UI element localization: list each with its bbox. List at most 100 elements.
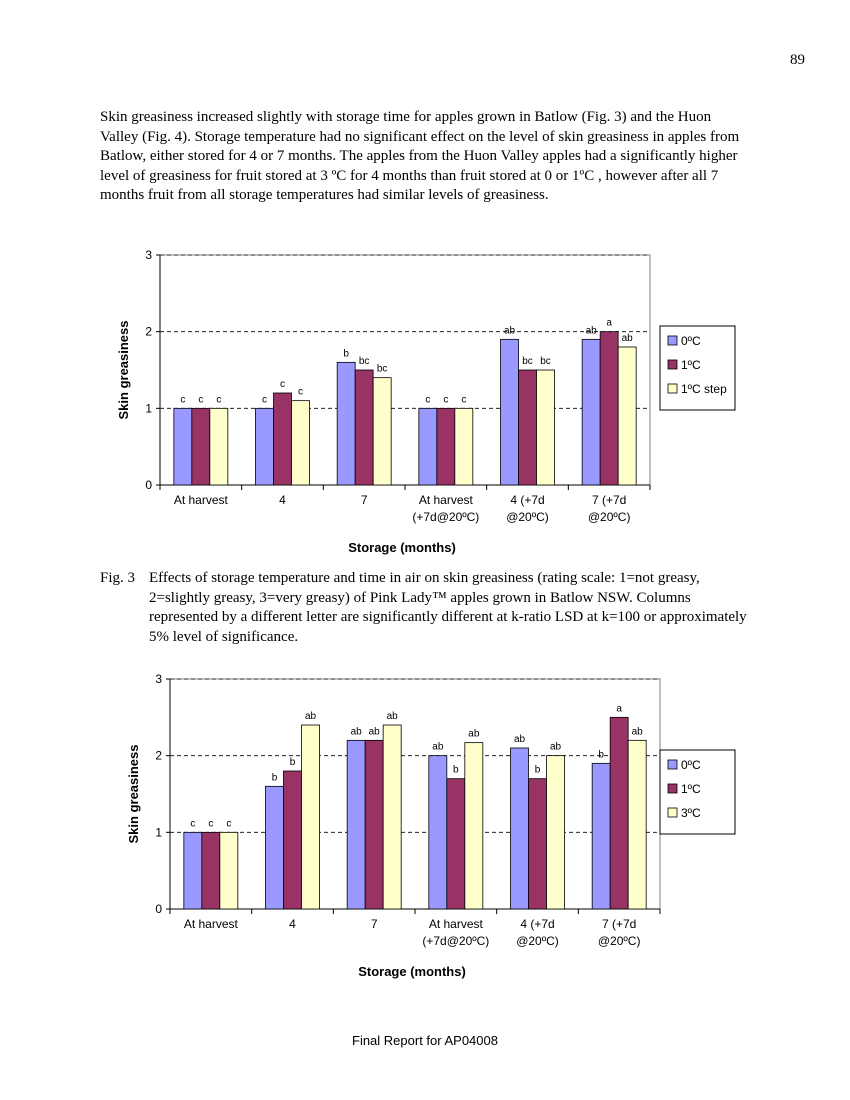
bar xyxy=(591,762,611,910)
bar xyxy=(283,770,302,910)
bar xyxy=(428,755,448,910)
bar-data-label: b xyxy=(598,749,604,760)
plot-area xyxy=(159,254,651,486)
y-tick-label: 1 xyxy=(145,401,152,415)
bar xyxy=(291,400,310,486)
x-tick-label: @20ºC) xyxy=(588,510,631,524)
bar xyxy=(354,369,374,486)
fig3-caption-text: Effects of storage temperature and time … xyxy=(149,570,747,645)
bar-data-label: c xyxy=(198,394,203,405)
bar-data-label: ab xyxy=(586,325,598,336)
x-tick-label: At harvest xyxy=(419,493,474,507)
page-footer: Final Report for AP04008 xyxy=(352,1033,498,1048)
legend-swatch xyxy=(667,783,678,794)
y-tick-label: 3 xyxy=(155,672,162,686)
intro-paragraph: Skin greasiness increased slightly with … xyxy=(100,109,740,203)
x-tick-label: 7 (+7d xyxy=(602,917,636,931)
bar xyxy=(446,778,466,910)
bar-data-label: b xyxy=(272,772,278,783)
y-tick-label: 2 xyxy=(145,325,152,339)
bar xyxy=(265,785,284,910)
legend-label: 3ºC xyxy=(681,806,701,820)
legend-label: 1ºC xyxy=(681,358,701,372)
bar xyxy=(346,739,366,910)
y-tick-label: 1 xyxy=(155,825,162,839)
bar xyxy=(191,407,211,486)
bar-data-label: a xyxy=(606,318,612,329)
x-tick-label: 7 xyxy=(361,493,368,507)
x-tick-label: @20ºC) xyxy=(516,934,559,948)
legend-swatch xyxy=(667,335,678,346)
x-tick-label: At harvest xyxy=(429,917,484,931)
legend-label: 0ºC xyxy=(681,334,701,348)
bar xyxy=(273,392,292,486)
bar-data-label: ab xyxy=(632,726,644,737)
bar-data-label: c xyxy=(425,394,430,405)
bar xyxy=(536,369,555,486)
bar xyxy=(609,716,629,910)
bar-data-label: ab xyxy=(369,726,381,737)
bar xyxy=(617,346,637,486)
y-tick-label: 0 xyxy=(145,478,152,492)
bar-data-label: ab xyxy=(305,711,317,722)
bar-data-label: c xyxy=(226,818,231,829)
bar-data-label: c xyxy=(190,818,195,829)
bar-data-label: bc xyxy=(522,356,533,367)
fig3-caption: Fig. 3 Effects of storage temperature an… xyxy=(100,569,750,647)
x-tick-label: At harvest xyxy=(174,493,229,507)
bar-data-label: c xyxy=(216,394,221,405)
bar-data-label: a xyxy=(616,703,622,714)
x-tick-label: @20ºC) xyxy=(598,934,641,948)
bar-data-label: ab xyxy=(432,742,444,753)
bar-data-label: c xyxy=(443,394,448,405)
x-tick-label: (+7d@20ºC) xyxy=(422,934,489,948)
bar xyxy=(301,724,320,910)
bar-data-label: c xyxy=(298,387,303,398)
legend-label: 0ºC xyxy=(681,758,701,772)
x-tick-label: 4 (+7d xyxy=(520,917,554,931)
bar-data-label: b xyxy=(453,765,459,776)
x-tick-label: 7 (+7d xyxy=(592,493,626,507)
bar-data-label: b xyxy=(343,348,349,359)
y-axis-title: Skin greasiness xyxy=(116,321,131,420)
x-tick-label: (+7d@20ºC) xyxy=(412,510,479,524)
x-axis-title: Storage (months) xyxy=(348,540,456,555)
bar xyxy=(599,331,619,486)
y-axis-title: Skin greasiness xyxy=(126,745,141,844)
x-tick-label: 7 xyxy=(371,917,378,931)
bar xyxy=(183,831,203,910)
x-tick-label: At harvest xyxy=(184,917,239,931)
bar xyxy=(500,338,519,486)
y-tick-label: 3 xyxy=(145,248,152,262)
legend-swatch xyxy=(667,359,678,370)
bar-data-label: ab xyxy=(387,711,399,722)
fig3-label: Fig. 3 xyxy=(100,570,136,586)
bar-data-label: ab xyxy=(351,726,363,737)
bar-data-label: ab xyxy=(622,333,634,344)
legend-label: 1ºC xyxy=(681,782,701,796)
bar xyxy=(364,739,384,910)
bar-data-label: c xyxy=(280,379,285,390)
legend-swatch xyxy=(667,807,678,818)
bar-data-label: b xyxy=(290,757,296,768)
bar xyxy=(255,407,274,486)
bar xyxy=(436,407,456,486)
bar-data-label: ab xyxy=(550,742,562,753)
x-tick-label: 4 xyxy=(279,493,286,507)
x-tick-label: @20ºC) xyxy=(506,510,549,524)
bar xyxy=(510,747,529,910)
y-tick-label: 0 xyxy=(155,902,162,916)
bar xyxy=(518,369,537,486)
bar xyxy=(546,755,565,910)
bar-data-label: bc xyxy=(377,364,388,375)
page-number: 89 xyxy=(790,52,805,68)
bar xyxy=(528,778,547,910)
bar-data-label: c xyxy=(180,394,185,405)
x-tick-label: 4 (+7d xyxy=(510,493,544,507)
bar-data-label: b xyxy=(535,765,541,776)
bar-data-label: bc xyxy=(540,356,551,367)
bar xyxy=(454,407,474,486)
bar xyxy=(382,724,402,910)
bar xyxy=(209,407,229,486)
